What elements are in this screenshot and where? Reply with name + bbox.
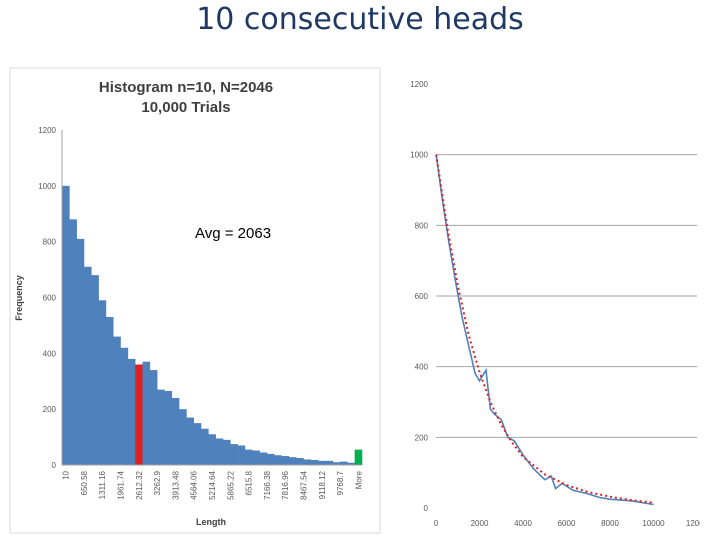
histogram-bar <box>215 438 224 465</box>
histogram-x-tick-label: 1311.16 <box>98 470 107 499</box>
line-chart-x-tick-label: 0 <box>434 519 439 528</box>
histogram-bar <box>310 459 319 465</box>
histogram-bar <box>179 409 187 465</box>
histogram-x-tick-label: More <box>354 470 363 489</box>
histogram-bar <box>127 358 136 465</box>
histogram-bar <box>244 449 253 465</box>
histogram-bar <box>266 453 275 465</box>
histogram-x-tick-label: 3913.48 <box>171 470 180 499</box>
histogram-bar <box>340 461 348 465</box>
histogram-x-tick-label: 9768.7 <box>336 470 345 495</box>
histogram-x-tick-label: 6515.8 <box>245 470 254 495</box>
line-chart-y-tick-label: 800 <box>415 221 429 230</box>
histogram-bar <box>230 444 238 465</box>
histogram-bar <box>259 452 268 465</box>
histogram-bar <box>281 456 290 465</box>
average-annotation: Avg = 2063 <box>195 225 272 242</box>
histogram-bar <box>186 417 195 465</box>
histogram-y-tick-label: 1200 <box>38 126 56 135</box>
histogram-bar <box>164 391 173 465</box>
histogram-x-tick-label: 5214.64 <box>208 470 217 499</box>
histogram-bar <box>193 423 202 465</box>
histogram-title: Histogram n=10, N=2046 <box>99 79 273 96</box>
histogram-y-tick-label: 600 <box>43 294 57 303</box>
histogram-bar <box>171 398 180 465</box>
histogram-bar <box>208 434 216 465</box>
histogram-y-tick-label: 0 <box>52 461 57 470</box>
line-chart-y-tick-label: 1200 <box>410 80 428 89</box>
histogram-bar <box>325 460 334 465</box>
histogram-x-tick-label: 10 <box>62 470 71 479</box>
histogram-bar <box>69 219 77 465</box>
line-chart-y-tick-label: 200 <box>415 433 429 442</box>
histogram-y-tick-label: 800 <box>43 238 57 247</box>
line-chart-y-tick-label: 1000 <box>410 151 428 160</box>
histogram-bar <box>105 317 114 465</box>
histogram-y-tick-label: 1000 <box>38 182 56 191</box>
line-chart-y-tick-label: 600 <box>415 292 429 301</box>
line-chart-series-line <box>435 154 654 504</box>
histogram-bar <box>83 266 92 465</box>
histogram-bar <box>347 462 355 465</box>
histogram-bar <box>296 458 304 465</box>
histogram-x-tick-label: 7816.96 <box>281 470 290 499</box>
histogram-bar <box>142 361 151 465</box>
histogram-bar <box>149 370 158 465</box>
line-chart-x-tick-label: 8000 <box>601 519 619 528</box>
histogram-bar <box>303 459 312 465</box>
histogram-bar <box>76 238 85 465</box>
histogram-y-tick-label: 200 <box>43 405 57 414</box>
histogram-x-tick-label: 2612.32 <box>135 470 144 499</box>
histogram-y-label: Frequency <box>14 275 24 321</box>
histogram-bar <box>91 275 99 465</box>
histogram-bar <box>318 460 326 465</box>
histogram-chart: Histogram n=10, N=2046 10,000 Trials 0 20… <box>9 67 381 534</box>
histogram-y-tick-label: 400 <box>43 349 57 358</box>
histogram-x-tick-label: 650.58 <box>80 470 89 495</box>
line-chart-x-tick-label: 4000 <box>514 519 532 528</box>
histogram-bar <box>332 462 341 465</box>
slide-title: 10 consecutive heads <box>196 2 524 37</box>
histogram-x-tick-label: 4564.06 <box>190 470 199 499</box>
histogram-x-tick-label: 1961.74 <box>117 470 126 499</box>
line-chart-series-line <box>435 154 654 506</box>
histogram-bar <box>354 449 363 465</box>
histogram-subtitle: 10,000 Trials <box>141 99 230 116</box>
line-chart-y-tick-label: 400 <box>415 363 429 372</box>
histogram-bar <box>201 428 209 465</box>
line-chart-x-tick-label: 2000 <box>471 519 489 528</box>
histogram-bar <box>113 336 121 465</box>
histogram-x-tick-label: 9118.12 <box>318 470 327 499</box>
histogram-x-tick-label: 7166.38 <box>263 470 272 499</box>
histogram-bar <box>98 300 107 465</box>
histogram-bar <box>62 185 70 466</box>
histogram-x-tick-label: 3262.9 <box>153 470 162 495</box>
histogram-x-tick-label: 8467.54 <box>299 470 308 499</box>
histogram-bar <box>135 364 143 465</box>
line-chart-x-tick-label: 6000 <box>558 519 576 528</box>
histogram-bar <box>288 457 297 465</box>
line-chart: 0 200 400 600 800 1000 1200 0 2000 4000 6000 8000 1… <box>410 80 700 528</box>
line-chart-y-tick-label: 0 <box>424 504 429 513</box>
histogram-x-tick-label: 5865.22 <box>226 470 235 499</box>
histogram-bar <box>274 455 282 465</box>
histogram-bar <box>120 347 129 465</box>
histogram-bar <box>237 445 246 465</box>
histogram-x-label: Length <box>196 517 226 527</box>
histogram-bar <box>222 439 231 465</box>
histogram-bar <box>252 450 260 465</box>
line-chart-x-tick-label: 10000 <box>642 519 665 528</box>
histogram-bar <box>157 389 165 465</box>
